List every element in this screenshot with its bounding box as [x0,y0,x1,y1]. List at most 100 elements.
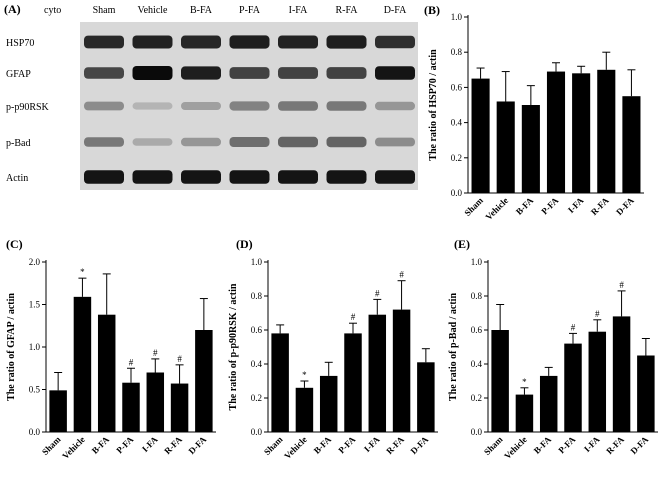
blot-row-label: p-p90RSK [6,102,50,113]
blot-band [375,101,415,111]
lane-label: D-FA [384,5,407,16]
y-tick-label: 0.6 [451,82,463,92]
bar [344,333,362,432]
chart-e-pbad: (E) The ratio of p-Bad / actin 0.0 0.2 0.4 0.… [448,237,658,461]
bar [572,73,591,193]
lane-label: R-FA [335,5,358,16]
x-tick-label: D-FA [628,434,650,456]
bar [564,343,582,432]
blot-band [132,35,173,49]
significance-marker: # [375,288,380,298]
blot-band [84,35,124,49]
bar [588,331,607,432]
blot-row-label: Actin [6,173,28,184]
x-tick-label: Sham [462,195,485,218]
blot-band [375,35,415,49]
blot-band [229,67,270,79]
chart-d-p90rsk: (D) The ratio of p-p90RSK / actin 0.0 0.2 0.… [228,237,438,461]
blot-band [278,35,318,49]
significance-marker: * [302,370,307,380]
significance-marker: # [571,322,576,332]
western-blot-image: (A) cyto Sham Vehicle B-FA P-FA I-FA R-FA D-FA… [4,2,418,190]
lane-header: Sham Vehicle B-FA P-FA I-FA R-FA D-FA [93,5,407,16]
blot-band [181,35,221,49]
x-tick-label: B-FA [514,195,536,217]
blot-band [375,170,415,184]
blot-band [326,136,367,148]
x-tick-label: R-FA [384,434,406,456]
x-tick-label: P-FA [114,434,135,455]
blot-band [132,138,173,146]
bar [637,355,655,432]
y-tick-label: 0.0 [471,427,483,437]
x-tick-label: R-FA [604,434,626,456]
blot-band [229,170,270,184]
bar [496,101,515,193]
blot-band [326,35,367,49]
y-tick-label: 0.0 [451,188,463,198]
significance-marker: # [129,357,134,367]
bar [295,387,314,432]
y-tick-label: 0.5 [29,385,41,395]
significance-marker: # [595,309,600,319]
blot-band [84,101,124,111]
y-tick-label: 0.8 [451,47,463,57]
blot-rows: HSP70 GFAP p-p90RSK p-Bad Actin [6,35,415,184]
y-tick-label: 0.8 [251,291,263,301]
blot-band [181,66,221,80]
blot-row-label: GFAP [6,69,31,80]
y-tick-label: 0.2 [451,153,462,163]
bar [597,69,616,193]
y-tick-label: 2.0 [29,257,41,267]
bar [392,309,411,432]
blot-band [181,170,221,184]
blot-band [229,137,270,147]
significance-marker: # [619,280,624,290]
panel-label: (B) [424,3,440,17]
blot-band [84,137,124,147]
y-tick-label: 1.5 [29,300,41,310]
x-tick-label: I-FA [362,434,382,454]
lane-label: Sham [93,5,116,16]
bar [622,96,641,193]
x-tick-label: R-FA [162,434,184,456]
blot-band [132,170,173,184]
blot-band [132,66,173,80]
lane-label: B-FA [190,5,213,16]
x-tick-label: Vehicle [483,195,510,222]
y-tick-label: 0.2 [251,393,262,403]
bar [612,316,631,432]
y-tick-label: 0.0 [29,427,41,437]
blot-row-label: p-Bad [6,138,30,149]
x-tick-label: B-FA [312,434,334,456]
blot-band [181,102,221,110]
bar [521,105,540,193]
blot-band [84,67,124,79]
blot-row-label: HSP70 [6,38,34,49]
panel-label: (E) [454,237,470,251]
bar [539,375,558,432]
blot-band [229,101,270,111]
x-tick-label: D-FA [614,195,636,217]
y-tick-label: 1.0 [251,257,263,267]
x-tick-label: P-FA [556,434,577,455]
blot-band [375,137,415,147]
bar [515,394,534,432]
y-tick-label: 1.0 [451,12,463,22]
x-tick-label: P-FA [539,195,560,216]
bar [417,362,435,432]
significance-marker: * [522,377,527,387]
bar [491,330,509,432]
y-tick-label: 0.2 [471,393,482,403]
bar [546,71,566,193]
y-tick-label: 1.0 [29,342,41,352]
panel-label: (D) [236,237,253,251]
x-tick-label: D-FA [186,434,208,456]
significance-marker: * [80,267,85,277]
chart-c-gfap: (C) The ratio of GFAP / actin 0.0 0.5 1.0 1.5… [6,237,216,461]
lane-label: Vehicle [138,5,169,16]
bar [170,383,189,432]
blot-band [278,136,318,148]
blot-band [132,102,173,110]
bar [97,314,116,432]
